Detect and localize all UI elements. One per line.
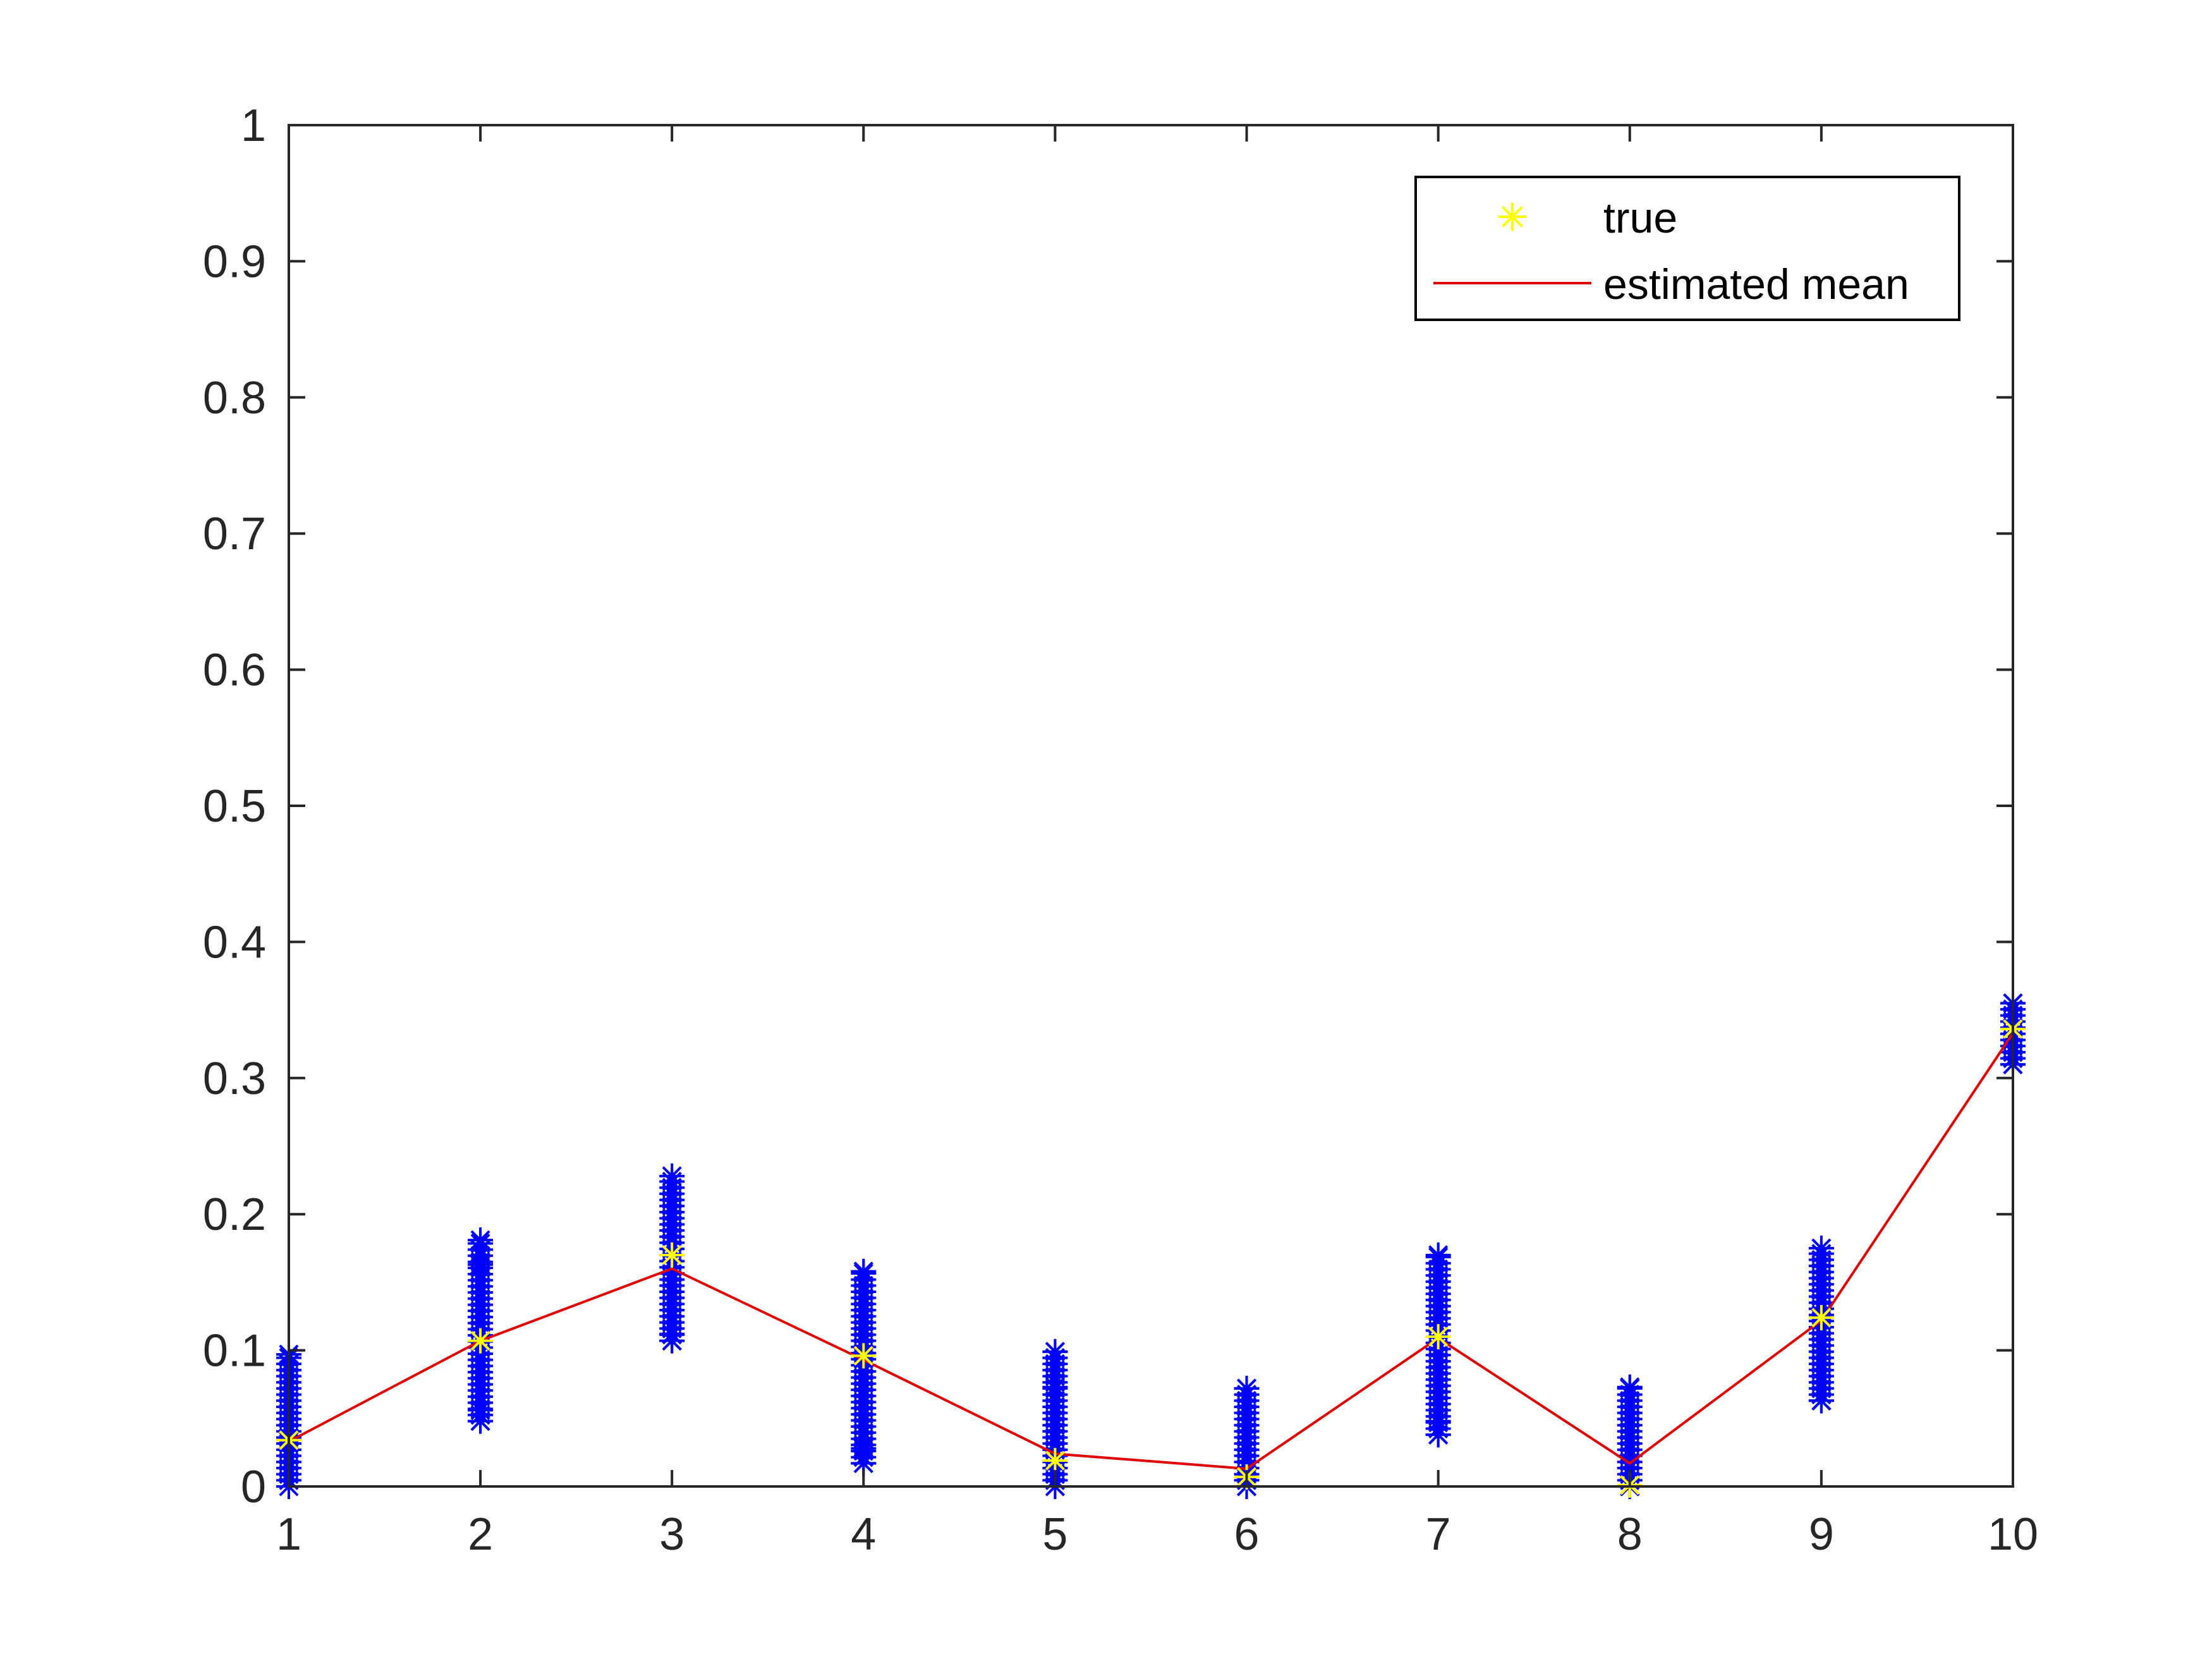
y-tick-label: 1 (241, 100, 266, 151)
x-tick-label: 9 (1809, 1509, 1834, 1560)
y-tick-label: 0.1 (203, 1326, 266, 1376)
x-tick-label: 10 (1988, 1509, 2038, 1560)
y-tick-label: 0.5 (203, 781, 266, 832)
sample-point (1234, 1375, 1260, 1401)
x-tick-label: 6 (1234, 1509, 1260, 1560)
sample-point (1425, 1408, 1451, 1434)
sample-point (659, 1163, 685, 1189)
sample-point (851, 1435, 877, 1461)
legend: true estimated mean (1414, 176, 1960, 321)
y-tick-label: 0 (241, 1462, 266, 1512)
legend-true-marker (1498, 203, 1526, 231)
true-point (659, 1242, 685, 1268)
sample-point (468, 1251, 494, 1277)
x-tick-label: 4 (851, 1509, 876, 1560)
true-point (1425, 1324, 1451, 1350)
true-point (468, 1328, 494, 1354)
x-tick-label: 3 (659, 1509, 684, 1560)
estimated-mean-series (288, 1032, 2014, 1471)
sample-point (851, 1258, 877, 1284)
y-tick-label: 0.8 (203, 373, 266, 423)
x-tick-label: 2 (468, 1509, 493, 1560)
sample-point (1042, 1339, 1068, 1364)
true-point (851, 1343, 877, 1369)
sample-point (659, 1321, 685, 1347)
estimated-mean-line (288, 1032, 2014, 1471)
y-tick-label: 0.3 (203, 1054, 266, 1104)
x-tick-label: 8 (1617, 1509, 1643, 1560)
legend-estimated-mean-label: estimated mean (1603, 260, 1909, 308)
y-tick-label: 0.9 (203, 236, 266, 287)
y-tick-label: 0.2 (203, 1189, 266, 1240)
x-tick-label: 7 (1426, 1509, 1451, 1560)
y-tick-label: 0.7 (203, 509, 266, 559)
sample-point (1425, 1242, 1451, 1268)
sample-point (1617, 1374, 1643, 1400)
sample-point (1808, 1236, 1834, 1261)
sample-point (1808, 1388, 1834, 1414)
y-tick-label: 0.6 (203, 645, 266, 696)
x-tick-label: 5 (1042, 1509, 1067, 1560)
x-axis-tick-labels: 1 2 3 4 5 6 7 8 9 10 (276, 1509, 2038, 1560)
true-point (1042, 1448, 1068, 1474)
y-tick-label: 0.4 (203, 917, 266, 968)
legend-true-asterisk (1498, 203, 1526, 231)
sample-point (468, 1227, 494, 1253)
legend-true-label: true (1603, 194, 1677, 242)
legend-box (1414, 176, 1960, 321)
sample-point (468, 1397, 494, 1423)
y-axis-tick-labels: 0 0.1 0.2 0.3 0.4 0.5 0.6 0.7 0.8 0.9 1 (203, 100, 266, 1512)
sample-point (1042, 1374, 1068, 1400)
axis-ticks (288, 124, 2014, 1488)
true-point (1808, 1304, 1834, 1330)
x-tick-label: 1 (276, 1509, 301, 1560)
